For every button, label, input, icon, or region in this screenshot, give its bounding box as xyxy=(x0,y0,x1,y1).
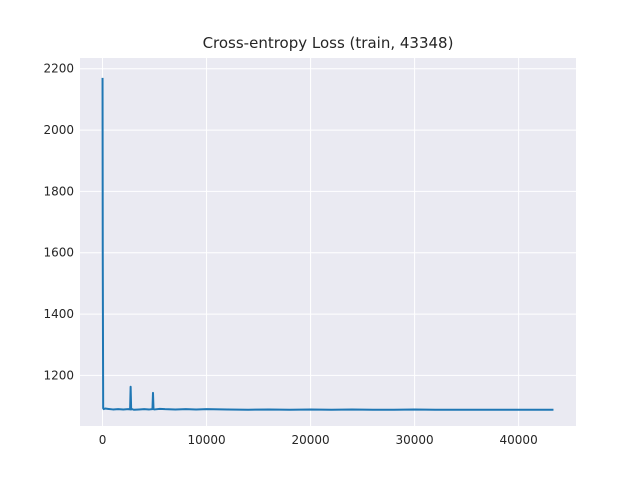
y-tick-label: 1200 xyxy=(43,368,74,382)
x-axis-ticks: 0 10000 20000 30000 40000 xyxy=(99,433,538,447)
grid-lines xyxy=(80,58,576,426)
x-tick-label: 30000 xyxy=(396,433,434,447)
y-tick-label: 1400 xyxy=(43,307,74,321)
plot-background xyxy=(80,58,576,426)
y-tick-label: 1600 xyxy=(43,246,74,260)
x-tick-label: 0 xyxy=(99,433,107,447)
y-tick-label: 2200 xyxy=(43,62,74,76)
chart-title: Cross-entropy Loss (train, 43348) xyxy=(203,34,454,52)
x-tick-label: 40000 xyxy=(500,433,538,447)
y-tick-label: 2000 xyxy=(43,123,74,137)
x-tick-label: 10000 xyxy=(187,433,225,447)
x-tick-label: 20000 xyxy=(291,433,329,447)
y-axis-ticks: 1200 1400 1600 1800 2000 2200 xyxy=(43,62,74,383)
loss-series-line xyxy=(101,77,554,411)
y-tick-label: 1800 xyxy=(43,184,74,198)
